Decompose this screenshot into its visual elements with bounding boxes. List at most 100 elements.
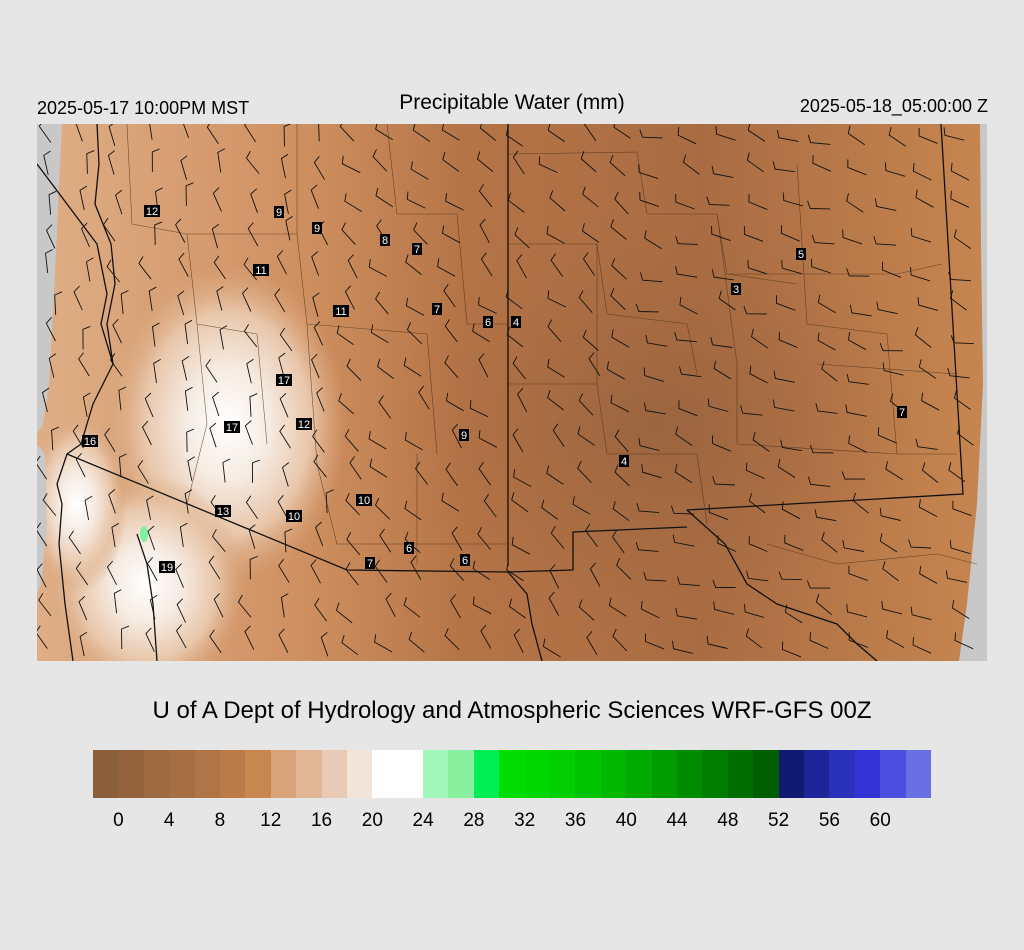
valid-time-label: 2025-05-18_05:00:00 Z xyxy=(799,96,988,116)
colorbar-swatch xyxy=(245,750,271,798)
wind-barb xyxy=(512,356,526,380)
river-colorado xyxy=(94,124,116,365)
wind-barb xyxy=(612,500,630,522)
colorbar-swatch xyxy=(600,750,627,798)
wind-barb xyxy=(643,402,666,415)
wind-barb xyxy=(405,297,425,316)
wind-barb xyxy=(72,424,84,449)
wind-barb xyxy=(711,165,734,178)
wind-barb xyxy=(748,493,766,514)
wind-barb xyxy=(711,225,731,242)
wind-barb xyxy=(312,429,325,453)
wind-barb xyxy=(151,148,160,172)
wind-barb xyxy=(717,535,737,552)
wind-barb xyxy=(107,150,115,175)
station-value-label: 12 xyxy=(296,418,312,431)
wind-barb xyxy=(404,531,421,554)
wind-barb xyxy=(710,336,733,348)
station-value-text: 10 xyxy=(288,511,300,523)
wind-barb xyxy=(378,395,392,419)
wind-barb xyxy=(577,426,595,446)
wind-barb xyxy=(752,431,770,452)
wind-barb xyxy=(413,222,428,245)
wind-barb xyxy=(678,400,698,417)
wind-barb xyxy=(138,256,152,280)
wind-barb xyxy=(244,625,255,650)
wind-barb xyxy=(212,187,222,212)
wind-barb xyxy=(141,420,152,446)
wind-barb xyxy=(212,391,220,417)
wind-barb xyxy=(547,124,566,143)
colorbar-label: 4 xyxy=(163,810,175,831)
wind-barb xyxy=(921,462,939,483)
wind-barb xyxy=(886,629,905,648)
colorbar-label: 28 xyxy=(463,810,485,831)
wind-barb xyxy=(679,366,702,378)
wind-barb xyxy=(953,390,971,410)
wind-barb xyxy=(815,594,832,615)
wind-barb xyxy=(517,387,528,413)
wind-barb xyxy=(45,249,53,274)
colorbar-label: 12 xyxy=(260,810,282,831)
wind-barb xyxy=(814,509,837,522)
wind-barb xyxy=(280,593,289,618)
wind-barb xyxy=(375,291,389,315)
wind-barb xyxy=(873,235,897,246)
wind-barb xyxy=(773,370,796,383)
wind-barb xyxy=(949,290,967,311)
wind-barb xyxy=(915,189,934,208)
wind-barb xyxy=(749,365,768,384)
wind-barb xyxy=(184,386,193,411)
wind-barb xyxy=(45,224,56,249)
wind-barb xyxy=(777,458,796,478)
station-value-label: 6 xyxy=(460,554,470,567)
wind-barb xyxy=(241,287,252,312)
wind-barb xyxy=(711,435,731,452)
wind-barb xyxy=(876,301,898,315)
wind-barb xyxy=(478,461,491,486)
wind-barb xyxy=(614,464,630,487)
wind-barb xyxy=(748,535,768,552)
wind-barb xyxy=(682,154,700,175)
wind-barb xyxy=(339,124,355,142)
station-value-text: 8 xyxy=(382,235,388,247)
colorbar-label: 36 xyxy=(564,810,587,831)
county-line xyxy=(796,163,898,455)
wind-barb xyxy=(281,462,290,487)
wind-barb xyxy=(821,532,838,553)
wind-barb xyxy=(316,387,325,412)
wind-barb xyxy=(711,269,734,281)
wind-barb xyxy=(781,501,801,520)
wind-barb xyxy=(478,353,489,378)
wind-barb xyxy=(144,392,154,418)
wind-barb xyxy=(846,193,864,213)
colorbar-swatch xyxy=(575,750,601,798)
colorbar-label: 0 xyxy=(113,810,124,831)
station-value-text: 17 xyxy=(278,375,290,387)
wind-barb xyxy=(211,529,226,552)
colorbar-label: 52 xyxy=(768,810,790,831)
wind-barb xyxy=(879,343,904,352)
colorbar-label: 60 xyxy=(869,810,891,831)
wind-barb xyxy=(38,124,52,143)
wind-barb xyxy=(313,454,327,478)
wind-barb xyxy=(784,604,803,624)
wind-barb xyxy=(879,507,901,521)
wind-barb xyxy=(950,162,970,181)
wind-barb xyxy=(279,392,289,418)
wind-barb xyxy=(183,124,190,138)
station-value-label: 6 xyxy=(404,542,414,555)
wind-barb xyxy=(477,526,491,550)
wind-barb xyxy=(314,597,327,622)
wind-barb xyxy=(513,628,524,654)
wind-barb xyxy=(404,500,422,521)
wind-barb xyxy=(82,392,91,417)
station-value-text: 7 xyxy=(434,304,440,316)
wind-barb xyxy=(747,259,768,275)
station-value-text: 17 xyxy=(226,422,238,434)
wind-barb xyxy=(410,555,422,580)
wind-barb xyxy=(78,595,88,621)
station-value-label: 17 xyxy=(276,374,292,387)
wind-barb xyxy=(104,428,116,452)
wind-barb xyxy=(102,217,116,242)
